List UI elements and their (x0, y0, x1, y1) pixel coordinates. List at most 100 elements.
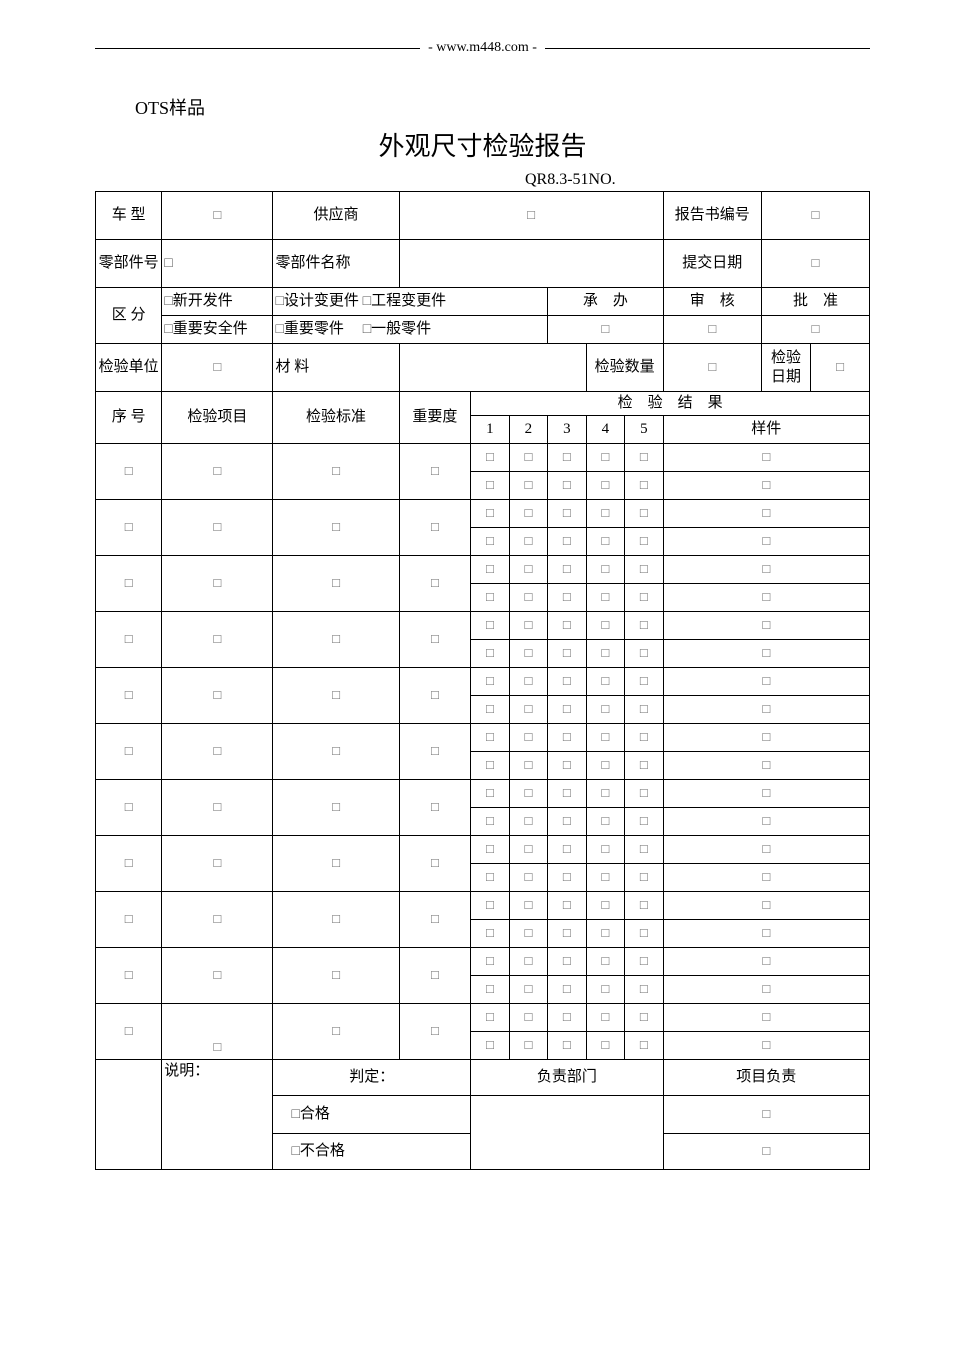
cell-item[interactable]: □ (162, 499, 273, 555)
field-proj-resp-1[interactable]: □ (663, 1095, 869, 1133)
cell-sample-a[interactable]: □ (663, 779, 869, 807)
cell-r3b[interactable]: □ (548, 639, 586, 667)
cell-r5b[interactable]: □ (625, 807, 664, 835)
cell-r3a[interactable]: □ (548, 1003, 586, 1031)
cell-r1a[interactable]: □ (471, 611, 509, 639)
cell-r1a[interactable]: □ (471, 723, 509, 751)
cell-r2a[interactable]: □ (509, 555, 547, 583)
cell-item[interactable]: □ (162, 555, 273, 611)
cell-r5b[interactable]: □ (625, 527, 664, 555)
cell-sample-a[interactable]: □ (663, 499, 869, 527)
cell-r3a[interactable]: □ (548, 667, 586, 695)
cell-r4b[interactable]: □ (586, 919, 624, 947)
cell-r3b[interactable]: □ (548, 863, 586, 891)
cell-r1b[interactable]: □ (471, 1031, 509, 1059)
cell-r5a[interactable]: □ (625, 611, 664, 639)
cell-r5a[interactable]: □ (625, 779, 664, 807)
cell-sample-a[interactable]: □ (663, 835, 869, 863)
cell-r1b[interactable]: □ (471, 471, 509, 499)
cell-r4a[interactable]: □ (586, 443, 624, 471)
cell-r3a[interactable]: □ (548, 555, 586, 583)
cell-r1a[interactable]: □ (471, 667, 509, 695)
cell-r4a[interactable]: □ (586, 1003, 624, 1031)
cell-r2b[interactable]: □ (509, 471, 547, 499)
cell-item[interactable]: □ (162, 835, 273, 891)
cell-sample-a[interactable]: □ (663, 555, 869, 583)
cell-seq[interactable]: □ (96, 555, 162, 611)
cell-sample-b[interactable]: □ (663, 639, 869, 667)
cell-r5a[interactable]: □ (625, 555, 664, 583)
cell-r2a[interactable]: □ (509, 1003, 547, 1031)
cell-r3a[interactable]: □ (548, 891, 586, 919)
cell-r3b[interactable]: □ (548, 583, 586, 611)
cell-std[interactable]: □ (273, 835, 399, 891)
cell-r4a[interactable]: □ (586, 891, 624, 919)
cell-r3a[interactable]: □ (548, 611, 586, 639)
cell-r2b[interactable]: □ (509, 639, 547, 667)
cell-r2b[interactable]: □ (509, 975, 547, 1003)
cell-r5b[interactable]: □ (625, 751, 664, 779)
checkbox-pass[interactable]: □合格 (273, 1095, 471, 1133)
cell-r4b[interactable]: □ (586, 583, 624, 611)
field-approver[interactable]: □ (761, 316, 869, 344)
cell-r1b[interactable]: □ (471, 527, 509, 555)
field-submit-date[interactable]: □ (761, 240, 869, 288)
field-reviewer[interactable]: □ (663, 316, 761, 344)
cell-importance[interactable]: □ (399, 835, 471, 891)
cell-r4b[interactable]: □ (586, 527, 624, 555)
cell-std[interactable]: □ (273, 947, 399, 1003)
cell-item[interactable]: □ (162, 723, 273, 779)
cell-sample-b[interactable]: □ (663, 471, 869, 499)
cell-r4a[interactable]: □ (586, 779, 624, 807)
cell-sample-b[interactable]: □ (663, 807, 869, 835)
cell-sample-b[interactable]: □ (663, 1031, 869, 1059)
cell-r3b[interactable]: □ (548, 807, 586, 835)
cell-seq[interactable]: □ (96, 667, 162, 723)
field-material[interactable] (399, 344, 586, 392)
cell-std[interactable]: □ (273, 779, 399, 835)
cell-r5b[interactable]: □ (625, 583, 664, 611)
cell-importance[interactable]: □ (399, 1003, 471, 1059)
cell-item[interactable]: □ (162, 779, 273, 835)
cell-r5b[interactable]: □ (625, 975, 664, 1003)
cell-r3a[interactable]: □ (548, 779, 586, 807)
cell-r4b[interactable]: □ (586, 807, 624, 835)
cell-item[interactable]: □ (162, 891, 273, 947)
cell-item[interactable]: □ (162, 443, 273, 499)
cell-r4a[interactable]: □ (586, 611, 624, 639)
field-inspect-date[interactable]: □ (811, 344, 870, 392)
cell-r5a[interactable]: □ (625, 1003, 664, 1031)
cell-r3b[interactable]: □ (548, 527, 586, 555)
cell-std[interactable]: □ (273, 555, 399, 611)
cell-sample-a[interactable]: □ (663, 611, 869, 639)
cell-r2b[interactable]: □ (509, 807, 547, 835)
cell-r1b[interactable]: □ (471, 751, 509, 779)
cell-importance[interactable]: □ (399, 611, 471, 667)
cell-r2a[interactable]: □ (509, 835, 547, 863)
cell-r2b[interactable]: □ (509, 1031, 547, 1059)
cell-r2b[interactable]: □ (509, 583, 547, 611)
cell-r5a[interactable]: □ (625, 891, 664, 919)
cell-r4a[interactable]: □ (586, 723, 624, 751)
field-inspect-unit[interactable]: □ (162, 344, 273, 392)
field-inspect-qty[interactable]: □ (663, 344, 761, 392)
cell-r2b[interactable]: □ (509, 863, 547, 891)
cell-r3a[interactable]: □ (548, 947, 586, 975)
cell-seq[interactable]: □ (96, 779, 162, 835)
cell-r2a[interactable]: □ (509, 443, 547, 471)
cell-item[interactable]: □ (162, 611, 273, 667)
cell-sample-a[interactable]: □ (663, 723, 869, 751)
cell-sample-b[interactable]: □ (663, 527, 869, 555)
cell-r4b[interactable]: □ (586, 639, 624, 667)
cell-sample-a[interactable]: □ (663, 667, 869, 695)
cell-r4b[interactable]: □ (586, 751, 624, 779)
cell-r3a[interactable]: □ (548, 443, 586, 471)
cell-r3b[interactable]: □ (548, 471, 586, 499)
checkbox-safety[interactable]: □重要安全件 (162, 316, 273, 344)
cell-r2a[interactable]: □ (509, 723, 547, 751)
cell-r2a[interactable]: □ (509, 499, 547, 527)
cell-r1a[interactable]: □ (471, 443, 509, 471)
cell-sample-b[interactable]: □ (663, 695, 869, 723)
cell-sample-b[interactable]: □ (663, 583, 869, 611)
field-proj-resp-2[interactable]: □ (663, 1133, 869, 1169)
